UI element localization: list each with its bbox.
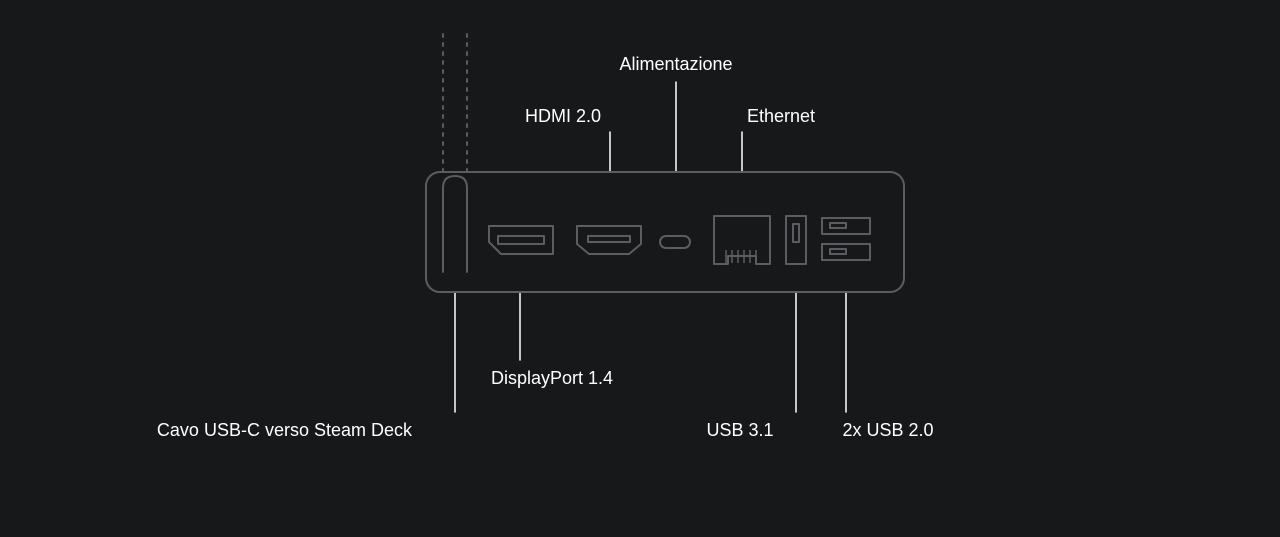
diagram-svg: [0, 0, 1280, 537]
label-ethernet: Ethernet: [747, 106, 815, 127]
label-dp: DisplayPort 1.4: [491, 368, 613, 389]
label-power: Alimentazione: [619, 54, 732, 75]
label-usbc-cable: Cavo USB-C verso Steam Deck: [157, 420, 412, 441]
label-hdmi: HDMI 2.0: [525, 106, 601, 127]
label-usb31: USB 3.1: [706, 420, 773, 441]
diagram-stage: Alimentazione HDMI 2.0 Ethernet Cavo USB-C …: [0, 0, 1280, 537]
label-usb20: 2x USB 2.0: [842, 420, 933, 441]
